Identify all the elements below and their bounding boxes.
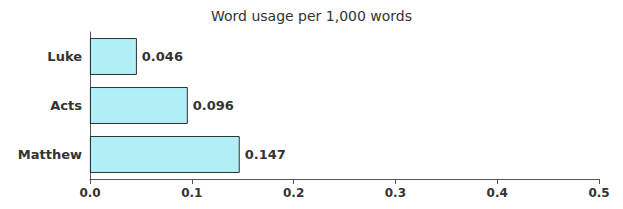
svg-text:Luke: Luke [47,49,82,64]
svg-text:Acts: Acts [50,98,82,113]
svg-text:0.0: 0.0 [79,186,100,200]
svg-text:0.5: 0.5 [588,186,609,200]
svg-text:0.147: 0.147 [245,147,286,162]
svg-text:Matthew: Matthew [18,147,82,162]
svg-text:0.4: 0.4 [487,186,508,200]
svg-text:0.2: 0.2 [283,186,304,200]
svg-text:0.1: 0.1 [181,186,202,200]
svg-text:0.096: 0.096 [193,98,234,113]
svg-text:Word usage per 1,000 words: Word usage per 1,000 words [211,8,412,24]
svg-text:0.3: 0.3 [385,186,406,200]
svg-text:0.046: 0.046 [142,49,183,64]
